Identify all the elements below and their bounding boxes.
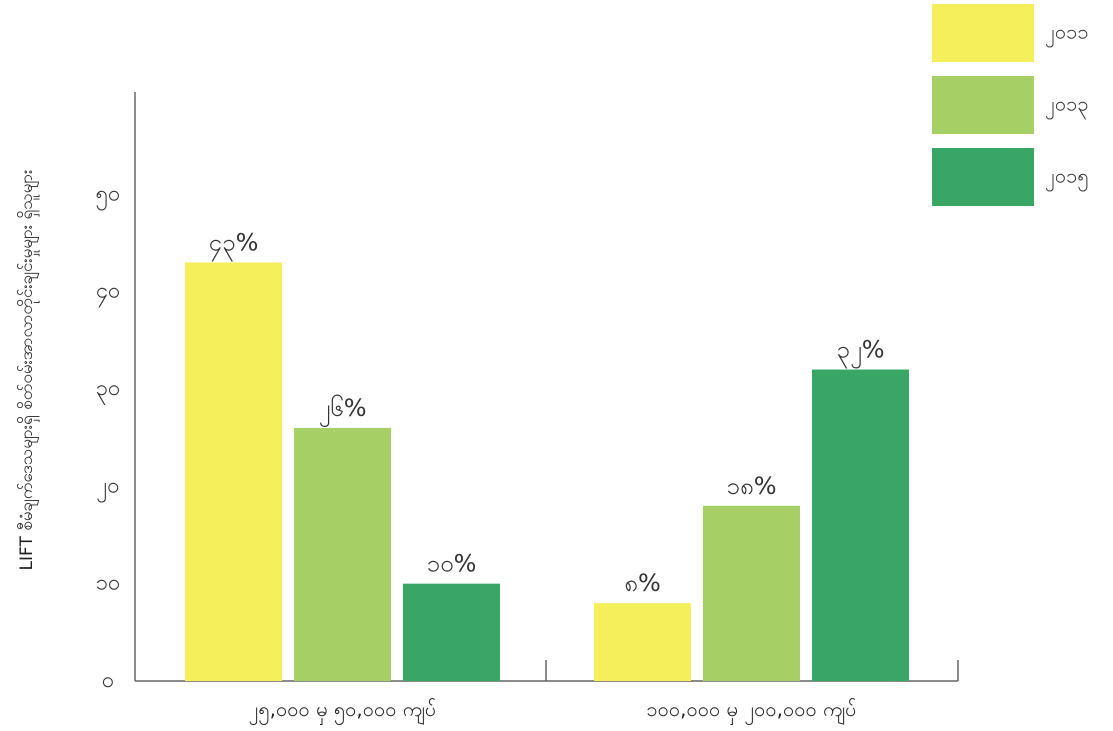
y-tick-label: ၀ <box>102 668 114 693</box>
data-label: ၈% <box>624 569 661 597</box>
legend-label: ၂၀၁၁ <box>1045 20 1089 48</box>
y-tick-label: ၄၀ <box>96 279 121 308</box>
bar <box>703 505 800 681</box>
bar <box>403 583 500 681</box>
legend-label: ၂၀၁၃ <box>1045 92 1089 120</box>
legend-swatch <box>932 148 1034 206</box>
y-axis-label: LIFT စီမံချက်ဒေသများရှိ စိတ်ဝမ်းအာလာတိုင… <box>17 170 40 571</box>
legend-swatch <box>932 4 1034 62</box>
data-label: ၃၂% <box>836 336 884 369</box>
legend-swatch <box>932 76 1034 134</box>
y-tick-label: ၅၀ <box>96 181 121 210</box>
y-tick-label: ၃၀ <box>96 376 121 405</box>
data-label: ၁၈% <box>726 472 776 500</box>
bar <box>185 262 282 681</box>
category-label: ၁၀၀,၀၀၀ မှ ၂၀၀,၀၀၀ ကျပ် <box>646 697 856 725</box>
bar <box>294 427 391 681</box>
y-tick-label: ၁၀ <box>96 571 121 596</box>
data-label: ၂၆% <box>318 393 366 427</box>
bars <box>185 262 909 681</box>
category-labels: ၂၅,၀၀၀ မှ ၅၀,၀၀၀ ကျပ် ၁၀၀,၀၀၀ မှ ၂၀၀,၀၀၀ … <box>249 697 857 725</box>
y-axis-ticks: ၀ ၁၀ ၂၀ ၃၀ ၄၀ ၅၀ <box>96 181 121 693</box>
y-tick-label: ၂၀ <box>96 473 119 502</box>
data-label: ၁၀% <box>427 550 477 578</box>
data-label: ၄၃% <box>209 228 259 261</box>
data-labels: ၄၃% ၂၆% ၁၀% ၈% ၁၈% ၃၂% <box>209 228 885 597</box>
legend-label: ၂၀၁၅ <box>1045 164 1089 192</box>
bar <box>812 369 909 681</box>
category-label: ၂၅,၀၀၀ မှ ၅၀,၀၀၀ ကျပ် <box>249 697 437 725</box>
bar <box>594 603 691 681</box>
